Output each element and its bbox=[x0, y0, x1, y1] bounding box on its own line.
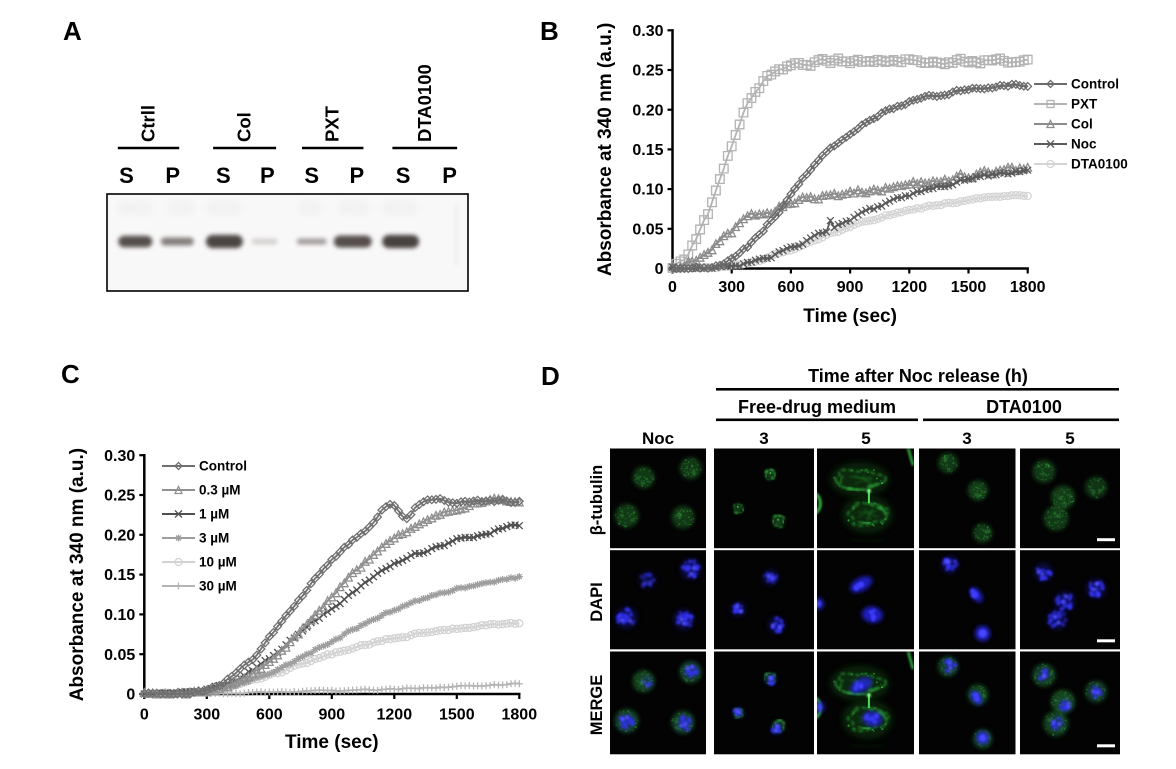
svg-text:1200: 1200 bbox=[377, 707, 413, 724]
svg-text:0.05: 0.05 bbox=[632, 221, 663, 238]
svg-text:1800: 1800 bbox=[502, 707, 538, 724]
svg-text:900: 900 bbox=[318, 707, 345, 724]
svg-text:10 µM: 10 µM bbox=[199, 555, 237, 570]
svg-text:3: 3 bbox=[962, 429, 971, 448]
svg-text:β-tubulin: β-tubulin bbox=[588, 465, 606, 536]
svg-text:3 µM: 3 µM bbox=[199, 531, 229, 546]
svg-text:S: S bbox=[216, 163, 231, 188]
svg-text:0.3 µM: 0.3 µM bbox=[199, 483, 241, 498]
svg-text:0.15: 0.15 bbox=[632, 142, 663, 159]
svg-text:Time (sec): Time (sec) bbox=[285, 732, 379, 753]
svg-text:PXT: PXT bbox=[1071, 97, 1098, 112]
svg-text:Col: Col bbox=[1071, 117, 1093, 132]
svg-text:30 µM: 30 µM bbox=[199, 579, 237, 594]
svg-text:Control: Control bbox=[199, 459, 247, 474]
svg-text:DTA0100: DTA0100 bbox=[986, 397, 1062, 417]
svg-text:S: S bbox=[304, 163, 319, 188]
svg-text:5: 5 bbox=[861, 429, 870, 448]
svg-text:1800: 1800 bbox=[1010, 279, 1046, 296]
svg-text:P: P bbox=[350, 163, 365, 188]
svg-text:C: C bbox=[61, 359, 80, 389]
svg-text:Noc: Noc bbox=[1071, 137, 1097, 152]
svg-text:5: 5 bbox=[1065, 429, 1074, 448]
svg-text:0.30: 0.30 bbox=[632, 23, 663, 40]
svg-text:Time after Noc release (h): Time after Noc release (h) bbox=[808, 366, 1028, 386]
svg-text:0: 0 bbox=[655, 261, 664, 278]
svg-text:1200: 1200 bbox=[892, 279, 928, 296]
svg-text:S: S bbox=[119, 163, 134, 188]
svg-text:Absorbance at 340 nm (a.u.): Absorbance at 340 nm (a.u.) bbox=[595, 23, 616, 276]
svg-text:0.10: 0.10 bbox=[104, 607, 135, 624]
svg-text:DTA0100: DTA0100 bbox=[1071, 157, 1128, 172]
svg-text:0.05: 0.05 bbox=[104, 647, 135, 664]
svg-text:0: 0 bbox=[140, 707, 149, 724]
svg-text:D: D bbox=[541, 361, 560, 391]
svg-text:0.10: 0.10 bbox=[632, 182, 663, 199]
svg-text:0.20: 0.20 bbox=[632, 102, 663, 119]
svg-text:Noc: Noc bbox=[642, 429, 674, 448]
svg-text:900: 900 bbox=[837, 279, 864, 296]
svg-text:A: A bbox=[63, 16, 82, 46]
svg-text:0.30: 0.30 bbox=[104, 448, 135, 465]
svg-text:MERGE: MERGE bbox=[588, 675, 606, 736]
svg-text:S: S bbox=[396, 163, 411, 188]
svg-text:P: P bbox=[165, 163, 180, 188]
svg-text:0.15: 0.15 bbox=[104, 567, 135, 584]
svg-text:0: 0 bbox=[668, 279, 677, 296]
svg-text:Control: Control bbox=[1071, 77, 1119, 92]
svg-text:1500: 1500 bbox=[951, 279, 987, 296]
svg-text:1 µM: 1 µM bbox=[199, 507, 229, 522]
svg-text:Ctrll: Ctrll bbox=[138, 105, 159, 142]
svg-text:0.25: 0.25 bbox=[104, 488, 135, 505]
svg-text:B: B bbox=[540, 16, 559, 46]
svg-text:1500: 1500 bbox=[439, 707, 475, 724]
svg-text:600: 600 bbox=[778, 279, 805, 296]
svg-text:0.20: 0.20 bbox=[104, 527, 135, 544]
svg-text:300: 300 bbox=[718, 279, 745, 296]
svg-text:PXT: PXT bbox=[322, 105, 343, 142]
svg-text:0: 0 bbox=[126, 687, 135, 704]
svg-text:Absorbance at 340 nm (a.u.): Absorbance at 340 nm (a.u.) bbox=[67, 448, 88, 701]
svg-text:3: 3 bbox=[759, 429, 768, 448]
svg-text:300: 300 bbox=[193, 707, 220, 724]
svg-text:Col: Col bbox=[234, 112, 255, 142]
svg-text:P: P bbox=[260, 163, 275, 188]
svg-text:DTA0100: DTA0100 bbox=[414, 64, 435, 142]
svg-text:Time (sec): Time (sec) bbox=[803, 306, 897, 327]
svg-text:0.25: 0.25 bbox=[632, 63, 663, 80]
svg-text:Free-drug medium: Free-drug medium bbox=[738, 397, 896, 417]
svg-text:600: 600 bbox=[256, 707, 283, 724]
svg-text:P: P bbox=[442, 163, 457, 188]
svg-text:DAPI: DAPI bbox=[588, 582, 606, 621]
